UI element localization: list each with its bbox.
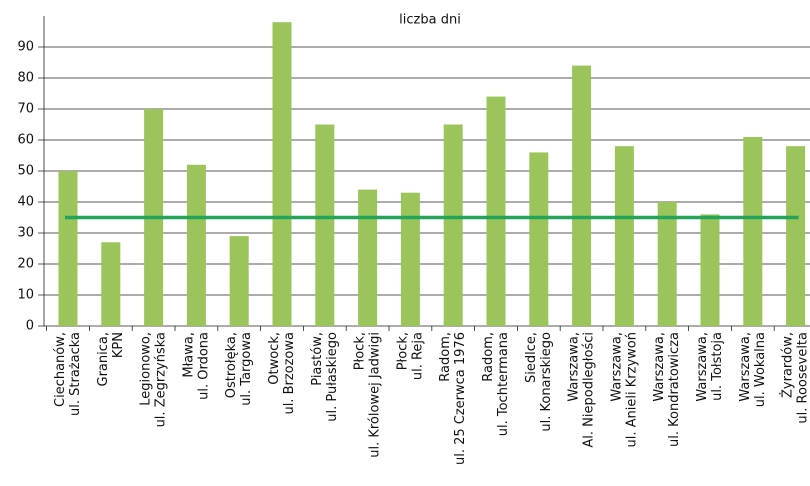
y-tick-label: 90	[17, 40, 34, 55]
x-tick-label: Otwock,	[267, 332, 282, 385]
x-tick-label: Ostrołęka,	[224, 332, 239, 398]
x-tick-label: ul. 25 Czerwca 1976	[453, 332, 468, 465]
x-tick-label: ul. Ordona	[196, 332, 211, 400]
y-tick-label: 70	[17, 102, 34, 117]
x-tick-label: Warszawa,	[609, 332, 624, 402]
x-tick-label: ul. Wokalna	[753, 332, 768, 407]
x-tick-label: ul. Pułaskiego	[325, 332, 340, 422]
x-tick-label: KPN	[111, 332, 126, 358]
x-tick-label: Radom,	[438, 332, 453, 382]
x-tick-label: ul. Kondratowicza	[667, 332, 682, 447]
y-tick-label: 20	[17, 257, 34, 272]
x-tick-label: ul. Anieli Krzywoń	[624, 332, 639, 447]
bar	[315, 124, 335, 326]
chart-title: liczba dni	[399, 13, 461, 28]
y-tick-label: 50	[17, 164, 34, 179]
bar	[486, 96, 506, 326]
bar	[229, 236, 249, 326]
y-tick-label: 0	[26, 319, 34, 334]
x-tick-label: ul. Strażacka	[68, 332, 83, 416]
bar	[358, 189, 378, 326]
x-tick-label: ul. Roosevelta	[796, 332, 810, 424]
bar	[186, 164, 206, 326]
x-tick-label: Warszawa,	[738, 332, 753, 402]
bar	[614, 146, 634, 326]
x-tick-label: Al. Niepodległości	[582, 332, 597, 448]
bar	[58, 171, 78, 326]
x-tick-label: ul. Targowa	[239, 332, 254, 406]
y-tick-label: 30	[17, 226, 34, 241]
x-tick-label: ul. Zegrzyńska	[154, 332, 169, 427]
bar	[272, 22, 292, 326]
x-tick-label: ul. Tołstoja	[710, 332, 725, 401]
bar	[572, 65, 592, 326]
bar	[101, 242, 121, 326]
y-tick-label: 60	[17, 133, 34, 148]
bar	[400, 192, 420, 326]
bar	[743, 136, 763, 326]
x-tick-label: ul. Konarskiego	[539, 332, 554, 432]
bar	[443, 124, 463, 326]
x-tick-label: Piastów,	[310, 332, 325, 386]
x-tick-label: Granica,	[96, 332, 111, 386]
x-tick-label: Mława,	[181, 332, 196, 378]
x-tick-label: Legionowo,	[139, 332, 154, 406]
x-tick-label: Płock,	[395, 332, 410, 370]
x-tick-label: Warszawa,	[567, 332, 582, 402]
x-tick-label: Płock,	[353, 332, 368, 370]
y-tick-label: 40	[17, 195, 34, 210]
x-tick-label: Warszawa,	[695, 332, 710, 402]
x-tick-label: ul. Tochtermana	[496, 332, 511, 436]
y-tick-label: 80	[17, 71, 34, 86]
x-tick-label: Radom,	[481, 332, 496, 382]
x-tick-label: Warszawa,	[652, 332, 667, 402]
x-tick-label: Siedlce,	[524, 332, 539, 383]
bar	[786, 146, 806, 326]
bar	[657, 202, 677, 326]
x-tick-label: ul. Brzozowa	[282, 332, 297, 415]
x-tick-label: ul. Reja	[410, 332, 425, 380]
bar	[529, 152, 549, 326]
x-tick-label: Żyrardów,	[780, 332, 796, 398]
x-tick-label: Ciechanów,	[53, 332, 68, 407]
y-tick-label: 10	[17, 288, 34, 303]
x-tick-label: ul. Królowej Jadwigi	[368, 332, 383, 458]
bar	[700, 214, 720, 326]
